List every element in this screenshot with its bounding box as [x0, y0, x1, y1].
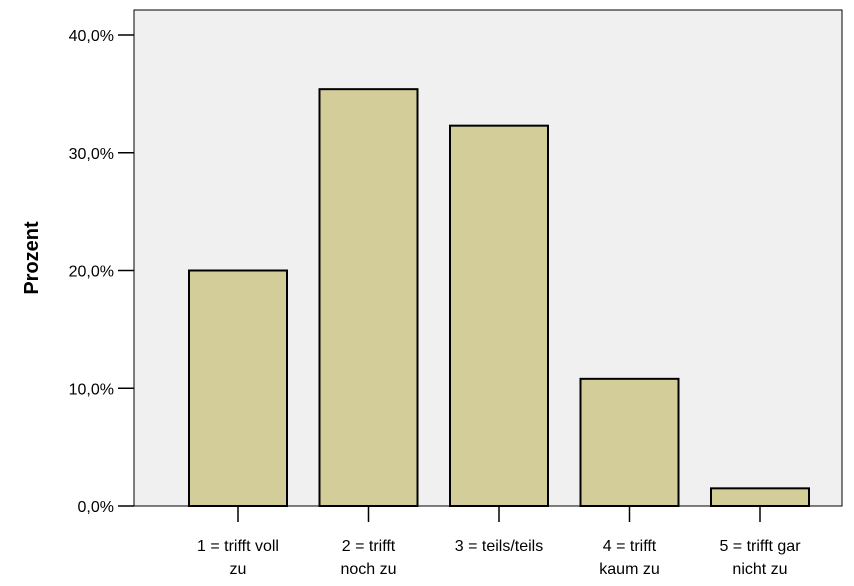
- y-tick-label: 10,0%: [69, 381, 114, 398]
- y-tick-label: 20,0%: [69, 264, 114, 281]
- y-axis: 0,0% 10,0% 20,0% 30,0% 40,0%: [69, 10, 135, 516]
- y-tick-label: 30,0%: [69, 146, 114, 163]
- bar: [579, 377, 680, 507]
- y-tick-label: 0,0%: [78, 499, 114, 516]
- x-tick-label: 1 = trifft voll zu: [197, 538, 279, 578]
- bar: [710, 487, 810, 507]
- x-tick-label: 3 = teils/teils: [455, 538, 543, 555]
- bar: [318, 88, 419, 507]
- x-tick-label: 5 = trifft gar nicht zu: [719, 538, 801, 578]
- x-tick-label: 2 = trifft noch zu: [340, 538, 396, 578]
- x-axis: 1 = trifft voll zu 2 = trifft noch zu 3 = te…: [134, 505, 842, 578]
- y-axis-label: Prozent: [21, 221, 43, 295]
- bars: [188, 88, 810, 507]
- x-tick-label: 4 = trifft kaum zu: [599, 538, 659, 578]
- bar: [449, 124, 549, 507]
- y-tick-label: 40,0%: [69, 28, 114, 45]
- bar: [188, 269, 288, 507]
